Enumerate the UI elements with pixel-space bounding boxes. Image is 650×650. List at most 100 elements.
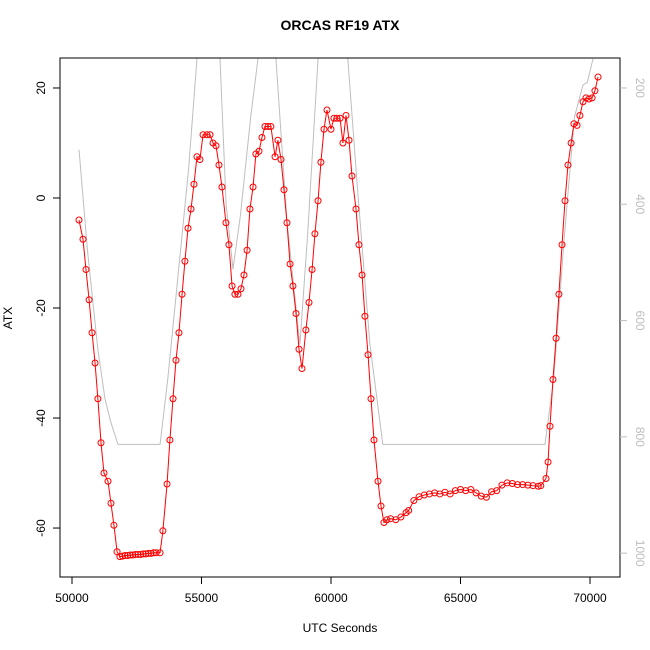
data-point	[283, 219, 291, 227]
data-point	[387, 515, 395, 523]
data-point	[564, 161, 572, 169]
y2-tick-label: 1000	[633, 540, 647, 567]
data-point	[467, 486, 475, 494]
data-point	[477, 492, 485, 500]
data-point	[118, 552, 126, 560]
data-point	[264, 122, 272, 130]
y2-tick-label: 400	[633, 194, 647, 214]
data-point	[513, 481, 521, 489]
data-point	[410, 497, 418, 505]
data-point	[85, 296, 93, 304]
data-point	[336, 114, 344, 122]
data-point	[446, 490, 454, 498]
data-point	[144, 549, 152, 557]
data-point	[147, 549, 155, 557]
x-tick-label: 65000	[444, 591, 478, 605]
data-point	[555, 290, 563, 298]
data-point	[206, 131, 214, 139]
data-point	[163, 480, 171, 488]
data-point	[339, 139, 347, 147]
data-point	[314, 197, 322, 205]
data-point	[552, 334, 560, 342]
data-point	[243, 246, 251, 254]
x-tick-label: 50000	[55, 591, 89, 605]
data-point	[374, 477, 382, 485]
data-point	[558, 241, 566, 249]
data-point	[190, 180, 198, 188]
data-point	[225, 241, 233, 249]
data-point	[355, 241, 363, 249]
data-point	[215, 161, 223, 169]
data-point	[175, 329, 183, 337]
data-point	[75, 216, 83, 224]
data-point	[255, 147, 263, 155]
y2-tick-label: 200	[633, 78, 647, 98]
data-point	[397, 513, 405, 521]
data-point	[561, 197, 569, 205]
data-point	[82, 266, 90, 274]
data-point	[156, 549, 164, 557]
data-point	[104, 477, 112, 485]
data-point	[367, 395, 375, 403]
data-point	[172, 356, 180, 364]
data-point	[277, 155, 285, 163]
data-point	[295, 345, 303, 353]
data-point	[573, 121, 581, 129]
data-point	[271, 153, 279, 161]
data-point	[529, 482, 537, 490]
data-point	[159, 527, 167, 535]
data-point	[178, 290, 186, 298]
data-point	[472, 489, 480, 497]
data-point	[134, 550, 142, 558]
data-point	[308, 266, 316, 274]
data-point	[519, 481, 527, 489]
data-point	[212, 142, 220, 150]
data-point	[181, 257, 189, 265]
data-point	[169, 395, 177, 403]
data-point	[240, 271, 248, 279]
data-point	[383, 516, 391, 524]
data-point	[420, 491, 428, 499]
data-point	[222, 219, 230, 227]
data-point	[503, 479, 511, 487]
data-point	[377, 502, 385, 510]
chart-title: ORCAS RF19 ATX	[280, 17, 400, 33]
y-tick-label: 20	[34, 81, 48, 95]
y-tick-label: 0	[34, 194, 48, 201]
data-point	[311, 230, 319, 238]
data-point	[320, 125, 328, 133]
data-point	[237, 285, 245, 293]
data-point	[370, 436, 378, 444]
data-point	[323, 106, 331, 114]
data-point	[126, 551, 134, 559]
data-point	[246, 205, 254, 213]
data-point	[431, 489, 439, 497]
data-point	[94, 395, 102, 403]
data-point	[567, 139, 575, 147]
data-point	[542, 475, 550, 483]
data-point	[493, 487, 501, 495]
data-point	[345, 136, 353, 144]
plot-frame	[59, 57, 621, 578]
data-point	[166, 436, 174, 444]
data-point	[129, 551, 137, 559]
data-point	[342, 111, 350, 119]
data-point	[100, 469, 108, 477]
data-point	[286, 260, 294, 268]
data-point	[231, 290, 239, 298]
data-point	[97, 439, 105, 447]
data-point	[196, 155, 204, 163]
y2-tick-label: 800	[633, 427, 647, 447]
data-point	[488, 488, 496, 496]
data-point	[392, 516, 400, 524]
data-point	[234, 290, 242, 298]
data-point	[203, 131, 211, 139]
data-point	[524, 481, 532, 489]
data-point	[249, 183, 257, 191]
data-point	[292, 310, 300, 318]
data-point	[302, 326, 310, 334]
data-point	[124, 552, 132, 560]
data-point	[317, 158, 325, 166]
data-point	[333, 114, 341, 122]
data-point	[258, 133, 266, 141]
